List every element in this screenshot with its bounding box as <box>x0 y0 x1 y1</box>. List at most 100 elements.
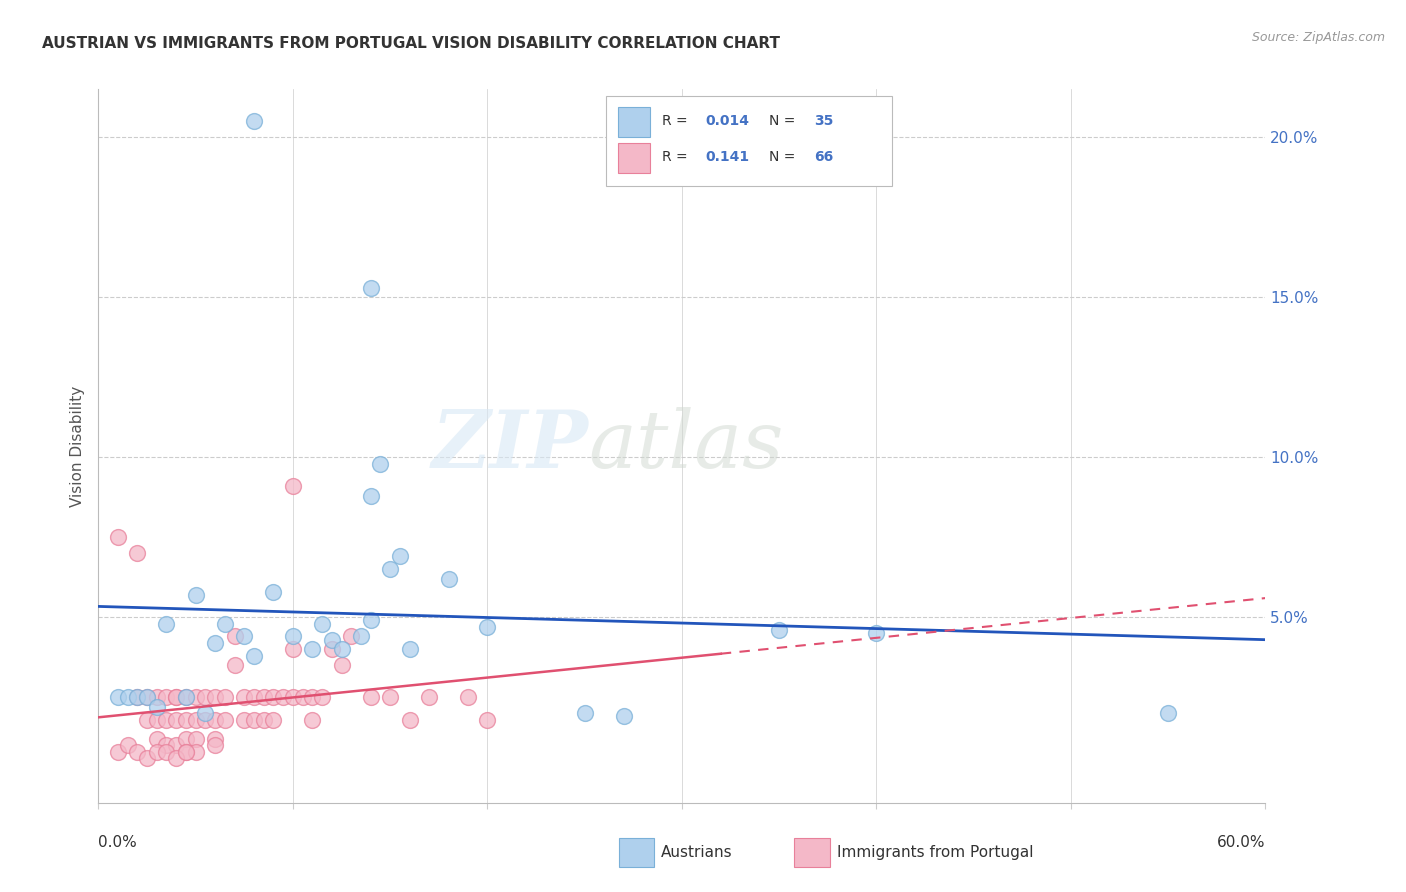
Text: R =: R = <box>662 150 692 164</box>
Text: 0.141: 0.141 <box>706 150 749 164</box>
Text: 66: 66 <box>814 150 832 164</box>
Point <box>233 690 256 705</box>
Point <box>184 745 207 759</box>
Point <box>243 648 266 663</box>
Point <box>378 562 402 576</box>
Point <box>174 745 197 759</box>
Text: Immigrants from Portugal: Immigrants from Portugal <box>837 846 1033 860</box>
Point <box>418 690 440 705</box>
Point <box>340 629 363 643</box>
Point <box>165 713 187 727</box>
Point <box>107 745 129 759</box>
Point <box>311 616 333 631</box>
Text: 0.0%: 0.0% <box>98 836 138 850</box>
Point <box>214 713 236 727</box>
Point <box>437 572 460 586</box>
Point <box>117 738 139 752</box>
Point <box>146 690 169 705</box>
Point <box>301 713 323 727</box>
Text: 0.014: 0.014 <box>706 114 749 128</box>
Point <box>174 713 197 727</box>
Point <box>204 738 226 752</box>
Point <box>155 738 177 752</box>
Point <box>281 642 304 657</box>
FancyBboxPatch shape <box>617 107 651 137</box>
Point <box>194 690 217 705</box>
Point <box>477 620 499 634</box>
Point <box>127 745 149 759</box>
Point <box>321 642 343 657</box>
Point <box>155 713 177 727</box>
Point <box>204 713 226 727</box>
Point <box>291 690 314 705</box>
Point <box>388 549 411 564</box>
Point <box>184 713 207 727</box>
Point <box>155 745 177 759</box>
Point <box>243 114 266 128</box>
Text: AUSTRIAN VS IMMIGRANTS FROM PORTUGAL VISION DISABILITY CORRELATION CHART: AUSTRIAN VS IMMIGRANTS FROM PORTUGAL VIS… <box>42 36 780 51</box>
Point <box>146 713 169 727</box>
Point <box>224 629 246 643</box>
Point <box>378 690 402 705</box>
Point <box>174 731 197 746</box>
Point <box>398 642 420 657</box>
Point <box>281 690 304 705</box>
Point <box>224 658 246 673</box>
Point <box>281 479 304 493</box>
Point <box>146 731 169 746</box>
Point <box>360 489 382 503</box>
Point <box>165 751 187 765</box>
Text: N =: N = <box>769 150 800 164</box>
Point <box>613 709 636 723</box>
Point <box>127 690 149 705</box>
Point <box>243 690 266 705</box>
Point <box>204 690 226 705</box>
Point <box>370 457 392 471</box>
Point <box>253 713 276 727</box>
Point <box>165 738 187 752</box>
Point <box>457 690 479 705</box>
Point <box>146 699 169 714</box>
Point <box>865 626 887 640</box>
Point <box>360 280 382 294</box>
Point <box>233 629 256 643</box>
Text: Source: ZipAtlas.com: Source: ZipAtlas.com <box>1251 31 1385 45</box>
Point <box>330 658 353 673</box>
Point <box>574 706 596 721</box>
Point <box>136 690 159 705</box>
Point <box>262 690 284 705</box>
Point <box>194 706 217 721</box>
Point <box>184 588 207 602</box>
Point <box>127 546 149 560</box>
Point <box>1157 706 1180 721</box>
Text: 60.0%: 60.0% <box>1218 836 1265 850</box>
Point <box>321 632 343 647</box>
Text: R =: R = <box>662 114 692 128</box>
Point <box>301 690 323 705</box>
Point <box>107 690 129 705</box>
Point <box>204 636 226 650</box>
Point <box>768 623 790 637</box>
FancyBboxPatch shape <box>617 143 651 173</box>
Point <box>301 642 323 657</box>
Point <box>233 713 256 727</box>
Point <box>477 713 499 727</box>
Point <box>146 745 169 759</box>
Point <box>136 751 159 765</box>
Point <box>127 690 149 705</box>
Point <box>136 690 159 705</box>
Text: ZIP: ZIP <box>432 408 589 484</box>
Point <box>204 731 226 746</box>
Point <box>136 713 159 727</box>
Point <box>330 642 353 657</box>
Text: N =: N = <box>769 114 800 128</box>
Point <box>311 690 333 705</box>
Point <box>165 690 187 705</box>
Point <box>194 713 217 727</box>
FancyBboxPatch shape <box>606 96 891 186</box>
Point <box>165 690 187 705</box>
Point <box>214 616 236 631</box>
Point <box>214 690 236 705</box>
Point <box>174 690 197 705</box>
Point <box>398 713 420 727</box>
